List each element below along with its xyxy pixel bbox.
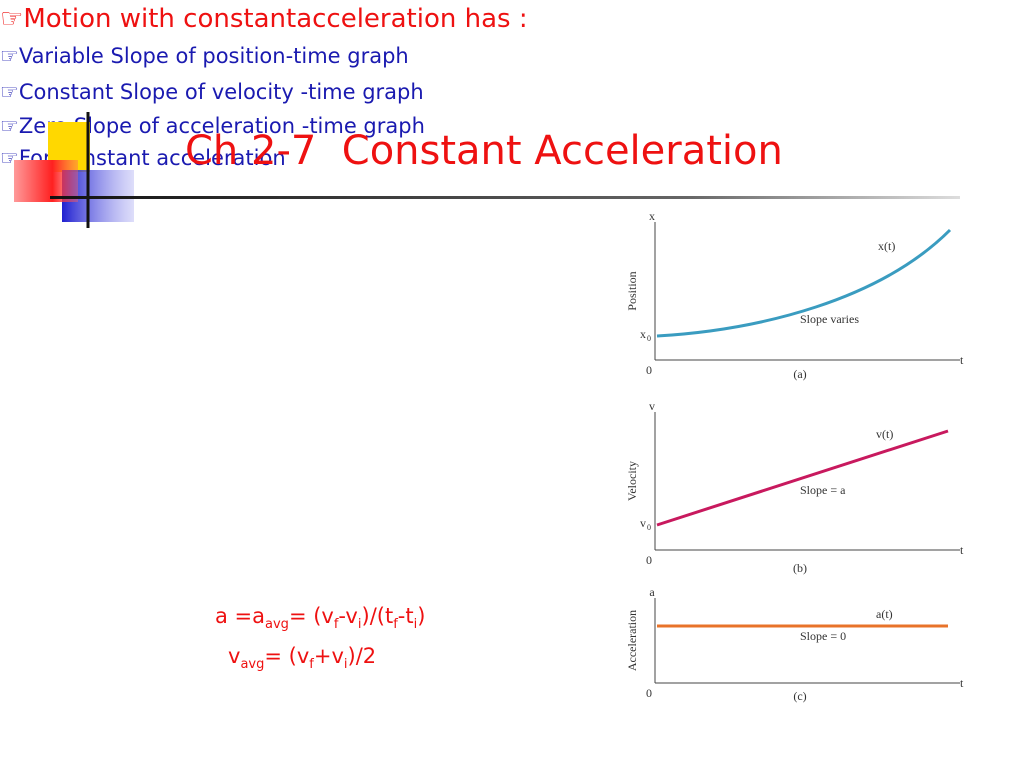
caption: (a): [793, 367, 806, 381]
bullet: ☞Variable Slope of position-time graph: [0, 38, 1024, 74]
formula-subscript: avg: [265, 617, 289, 633]
formula-text: = (v: [288, 604, 334, 628]
formula-text: )/2: [347, 644, 377, 668]
axis-title: Acceleration: [625, 610, 639, 671]
origin: 0: [646, 363, 652, 377]
y-letter: x: [649, 209, 655, 223]
bullet: ☞Constant Slope of velocity -time graph: [0, 74, 1024, 110]
bullet-text: time graph: [309, 114, 425, 138]
origin: 0: [646, 553, 652, 567]
curve: [656, 429, 949, 527]
x-letter: t: [960, 676, 964, 690]
formula-text: -t: [397, 604, 414, 628]
bullet-icon: ☞: [0, 4, 24, 34]
bullet: ☞Motion with constantacceleration has :: [0, 0, 1024, 38]
bullet-text: Variable Slope of position-: [18, 44, 294, 68]
intercept-sub: 0: [647, 334, 651, 343]
formula-text: ): [417, 604, 426, 628]
slope-label: Slope = a: [800, 483, 846, 497]
y-letter: a: [649, 585, 655, 599]
formula-subscript: f: [309, 657, 314, 673]
curve: [656, 228, 952, 338]
formula-subscript: i: [357, 617, 362, 633]
x-letter: t: [960, 353, 964, 367]
formula-subscript: i: [413, 617, 418, 633]
formula-subscript: avg: [240, 657, 265, 673]
bullet-icon: ☞: [0, 44, 19, 68]
axis-title: Velocity: [625, 461, 639, 501]
bullet-icon: ☞: [0, 80, 19, 104]
formula-text: -v: [338, 604, 358, 628]
caption: (c): [793, 689, 806, 703]
x-letter: t: [960, 543, 964, 557]
bullet-icon: ☞: [0, 114, 19, 138]
curve-label: v(t): [876, 427, 893, 441]
formula-subscript: f: [393, 617, 398, 633]
formula: vavg= (vf+vi)/2: [228, 644, 376, 672]
formula-text: )/(t: [361, 604, 394, 628]
slope-label: Slope varies: [800, 312, 859, 326]
bullet-text: Motion with constant: [23, 4, 297, 34]
bullet-text: acceleration has :: [296, 4, 528, 34]
bullet-text: time graph: [308, 80, 424, 104]
formula-text: +v: [313, 644, 344, 668]
intercept-sub: 0: [647, 523, 651, 532]
slide-title: Ch 2-7 Constant Acceleration: [185, 128, 783, 174]
y-letter: v: [649, 399, 655, 413]
formula-text: a =a: [215, 604, 266, 628]
formula-text: = (v: [264, 644, 310, 668]
axis-title: Position: [625, 271, 639, 310]
formula-text: v: [228, 644, 241, 668]
curve-label: x(t): [878, 239, 895, 253]
slope-label: Slope = 0: [800, 629, 846, 643]
formula-subscript: f: [333, 617, 339, 633]
origin: 0: [646, 686, 652, 700]
formula-subscript: i: [343, 657, 348, 673]
bullet-text: time graph: [293, 44, 409, 68]
intercept: x: [640, 327, 646, 341]
formula: a =aavg= (vf-vi)/(tf-ti): [215, 604, 425, 632]
curve-label: a(t): [876, 607, 893, 621]
bullet-text: Constant Slope of velocity -: [18, 80, 309, 104]
intercept: v: [640, 516, 646, 530]
caption: (b): [793, 561, 807, 575]
